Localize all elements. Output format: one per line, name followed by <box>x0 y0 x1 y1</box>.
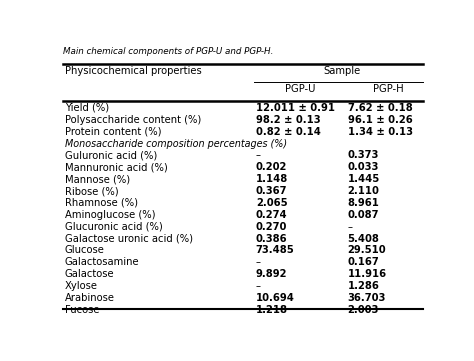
Text: Aminoglucose (%): Aminoglucose (%) <box>65 210 155 220</box>
Text: 10.694: 10.694 <box>256 293 295 303</box>
Text: Ribose (%): Ribose (%) <box>65 186 118 196</box>
Text: Glucuronic acid (%): Glucuronic acid (%) <box>65 222 163 232</box>
Text: 0.202: 0.202 <box>256 162 287 172</box>
Text: 96.1 ± 0.26: 96.1 ± 0.26 <box>347 115 412 125</box>
Text: Galactosamine: Galactosamine <box>65 257 139 267</box>
Text: 1.148: 1.148 <box>256 174 288 184</box>
Text: Main chemical components of PGP-U and PGP-H.: Main chemical components of PGP-U and PG… <box>63 48 273 56</box>
Text: 0.82 ± 0.14: 0.82 ± 0.14 <box>256 127 320 137</box>
Text: 0.270: 0.270 <box>256 222 287 232</box>
Text: –: – <box>256 281 261 291</box>
Text: 0.274: 0.274 <box>256 210 287 220</box>
Text: 0.033: 0.033 <box>347 162 379 172</box>
Text: Mannuronic acid (%): Mannuronic acid (%) <box>65 162 167 172</box>
Text: Guluronic acid (%): Guluronic acid (%) <box>65 151 157 160</box>
Text: 2.065: 2.065 <box>256 198 287 208</box>
Text: 12.011 ± 0.91: 12.011 ± 0.91 <box>256 103 335 113</box>
Text: 11.916: 11.916 <box>347 269 387 279</box>
Text: 0.167: 0.167 <box>347 257 379 267</box>
Text: Protein content (%): Protein content (%) <box>65 127 161 137</box>
Text: 1.218: 1.218 <box>256 305 288 315</box>
Text: Monosaccharide composition percentages (%): Monosaccharide composition percentages (… <box>65 139 287 148</box>
Text: –: – <box>256 257 261 267</box>
Text: Polysaccharide content (%): Polysaccharide content (%) <box>65 115 201 125</box>
Text: Galactose: Galactose <box>65 269 114 279</box>
Text: 5.408: 5.408 <box>347 234 380 244</box>
Text: 7.62 ± 0.18: 7.62 ± 0.18 <box>347 103 412 113</box>
Text: –: – <box>256 151 261 160</box>
Text: 73.485: 73.485 <box>256 245 294 256</box>
Text: 9.892: 9.892 <box>256 269 287 279</box>
Text: 1.286: 1.286 <box>347 281 380 291</box>
Text: 0.386: 0.386 <box>256 234 287 244</box>
Text: Mannose (%): Mannose (%) <box>65 174 130 184</box>
Text: PGP-H: PGP-H <box>373 84 403 93</box>
Text: Rhamnose (%): Rhamnose (%) <box>65 198 138 208</box>
Text: 1.445: 1.445 <box>347 174 380 184</box>
Text: –: – <box>347 222 353 232</box>
Text: 29.510: 29.510 <box>347 245 386 256</box>
Text: 0.087: 0.087 <box>347 210 379 220</box>
Text: 0.373: 0.373 <box>347 151 379 160</box>
Text: 98.2 ± 0.13: 98.2 ± 0.13 <box>256 115 320 125</box>
Text: Galactose uronic acid (%): Galactose uronic acid (%) <box>65 234 193 244</box>
Text: 2.110: 2.110 <box>347 186 380 196</box>
Text: 0.367: 0.367 <box>256 186 287 196</box>
Text: 2.003: 2.003 <box>347 305 379 315</box>
Text: 1.34 ± 0.13: 1.34 ± 0.13 <box>347 127 413 137</box>
Text: PGP-U: PGP-U <box>284 84 315 93</box>
Text: Glucose: Glucose <box>65 245 105 256</box>
Text: 8.961: 8.961 <box>347 198 380 208</box>
Text: Yield (%): Yield (%) <box>65 103 109 113</box>
Text: Physicochemical properties: Physicochemical properties <box>65 66 201 75</box>
Text: Fucose: Fucose <box>65 305 99 315</box>
Text: 36.703: 36.703 <box>347 293 386 303</box>
Text: Arabinose: Arabinose <box>65 293 115 303</box>
Text: Xylose: Xylose <box>65 281 98 291</box>
Text: Sample: Sample <box>323 66 361 75</box>
